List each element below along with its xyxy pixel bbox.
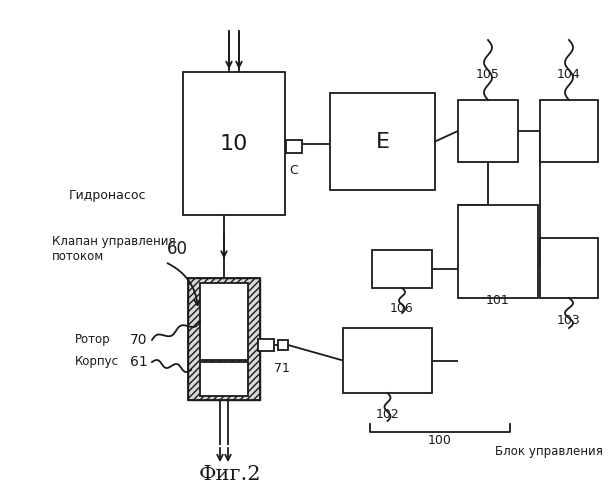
Text: Гидронасос: Гидронасос [69,188,147,202]
Text: Фиг.2: Фиг.2 [199,466,261,484]
Text: потоком: потоком [52,250,104,264]
Text: E: E [376,132,390,152]
Bar [540,238,598,298]
Text: 10: 10 [220,134,248,154]
Text: Ротор: Ротор [75,334,111,346]
Bar [458,205,538,298]
Bar [343,328,432,393]
Text: Корпус: Корпус [75,356,119,368]
Bar [458,100,518,162]
Bar [200,283,248,360]
Text: 102: 102 [376,408,399,422]
Text: 103: 103 [557,314,581,326]
Text: Блок управления: Блок управления [495,446,603,458]
Text: 104: 104 [557,68,581,82]
Bar [200,362,248,396]
Text: C: C [289,164,299,176]
Bar [540,100,598,162]
Text: 100: 100 [428,434,452,448]
Text: 70: 70 [130,333,148,347]
Text: 106: 106 [390,302,414,314]
Text: 61: 61 [130,355,148,369]
Text: 105: 105 [476,68,500,82]
Bar [278,340,288,350]
Bar [188,278,260,400]
Bar [188,278,260,400]
Bar [183,72,285,215]
Text: 60: 60 [167,240,188,258]
Text: 101: 101 [486,294,510,306]
Text: Клапан управления: Клапан управления [52,236,176,248]
Bar [286,140,302,153]
Bar [372,250,432,288]
Bar [258,339,274,351]
Bar [330,93,435,190]
Text: 71: 71 [274,362,290,374]
